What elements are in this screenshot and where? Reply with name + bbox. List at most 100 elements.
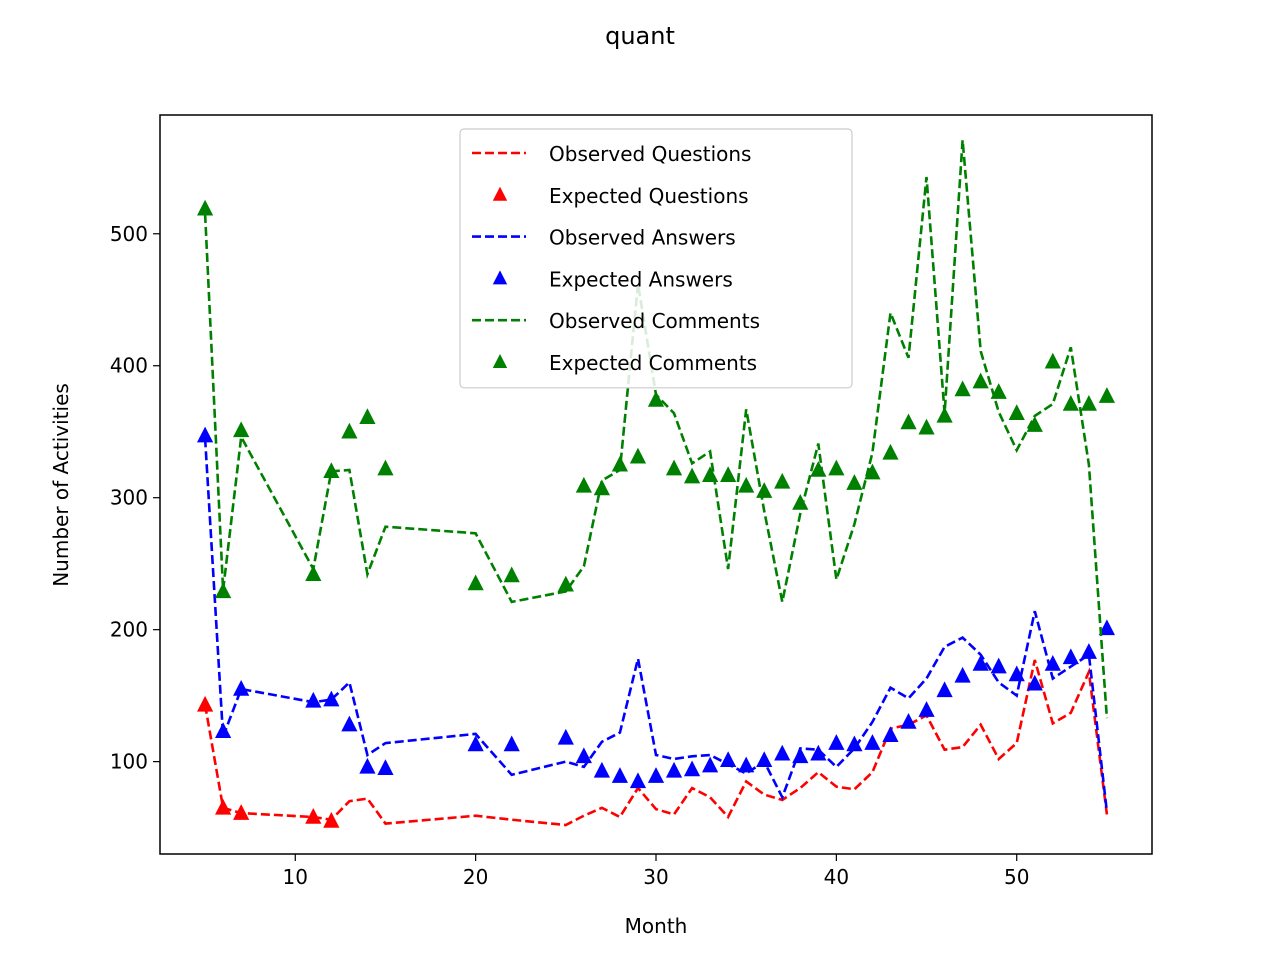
expected-comments-markers (196, 199, 1116, 599)
expected-questions-markers (196, 695, 340, 828)
expected-comments-point (557, 575, 574, 592)
expected-questions-point (215, 798, 232, 815)
expected-answers-legend-label: Expected Answers (549, 267, 733, 291)
observed-questions-legend-label: Observed Questions (549, 142, 751, 166)
expected-comments-point (1080, 395, 1097, 411)
expected-answers-point (900, 713, 917, 729)
y-tick-label: 400 (110, 354, 148, 378)
expected-answers-point (683, 760, 701, 777)
expected-answers-point (341, 715, 358, 732)
expected-answers-point (467, 735, 484, 752)
expected-comments-point (828, 459, 845, 476)
expected-answers-point (215, 722, 232, 739)
expected-answers-point (377, 759, 394, 775)
expected-questions-legend-label: Expected Questions (549, 184, 749, 208)
expected-comments-point (1026, 416, 1043, 432)
observed-comments-legend-label: Observed Comments (549, 309, 760, 333)
expected-comments-point (611, 455, 629, 472)
expected-comments-point (936, 406, 953, 423)
expected-answers-point (557, 728, 574, 745)
expected-comments-point (341, 422, 358, 439)
expected-answers-point (575, 747, 592, 764)
expected-comments-point (1008, 404, 1025, 420)
expected-comments-point (377, 459, 394, 476)
expected-answers-point (972, 654, 989, 671)
expected-answers-point (810, 744, 827, 761)
expected-answers-point (1008, 665, 1025, 682)
expected-comments-point (359, 408, 376, 424)
expected-answers-point (918, 701, 935, 717)
expected-questions-point (323, 812, 340, 828)
expected-answers-point (1098, 619, 1116, 636)
expected-comments-point (683, 467, 701, 484)
expected-comments-point (882, 443, 899, 460)
expected-answers-point (611, 767, 629, 783)
expected-answers-point (828, 734, 845, 750)
expected-answers-point (756, 751, 773, 768)
expected-comments-point (864, 463, 881, 480)
expected-comments-point (756, 482, 773, 498)
y-tick-label: 100 (110, 750, 148, 774)
expected-comments-point (774, 472, 791, 489)
x-tick-label: 20 (463, 865, 488, 889)
expected-answers-point (774, 744, 791, 761)
expected-answers-point (665, 761, 683, 778)
expected-answers-point (864, 734, 881, 750)
expected-comments-point (846, 474, 863, 490)
expected-answers-point (305, 691, 322, 708)
expected-comments-point (702, 466, 719, 483)
expected-answers-legend-swatch (492, 270, 508, 285)
expected-comments-point (233, 421, 250, 438)
x-tick-label: 30 (643, 865, 668, 889)
expected-comments-point (720, 466, 737, 483)
expected-comments-point (972, 372, 989, 389)
x-axis-label: Month (625, 914, 688, 938)
expected-answers-point (629, 772, 647, 789)
expected-answers-point (647, 767, 665, 783)
expected-answers-point (503, 735, 520, 752)
observed-comments-line (203, 139, 1109, 719)
expected-questions-point (305, 808, 322, 824)
expected-answers-point (720, 751, 737, 768)
expected-comments-point (990, 383, 1007, 399)
expected-comments-point (665, 459, 683, 476)
x-axis: 10 20 30 40 50 (283, 854, 1029, 889)
expected-comments-point (305, 565, 322, 581)
expected-answers-point (196, 426, 214, 443)
expected-answers-markers (196, 426, 1116, 789)
expected-comments-point (1062, 395, 1079, 411)
y-tick-label: 300 (110, 486, 148, 510)
observed-answers-line (203, 438, 1109, 812)
y-axis-label: Number of Activities (49, 383, 73, 587)
expected-answers-point (233, 680, 250, 696)
legend-box (459, 128, 853, 389)
expected-answers-point (1080, 643, 1097, 659)
expected-comments-legend-swatch (492, 354, 508, 368)
expected-questions-legend-swatch (492, 186, 508, 201)
expected-answers-point (323, 690, 340, 707)
expected-comments-point (503, 566, 520, 583)
y-tick-label: 200 (110, 618, 148, 642)
series-layer (196, 139, 1116, 828)
expected-answers-point (954, 666, 971, 683)
expected-comments-point (593, 479, 610, 496)
expected-comments-point (738, 476, 755, 493)
expected-answers-point (882, 726, 899, 742)
expected-comments-point (900, 413, 917, 430)
expected-answers-point (359, 757, 376, 774)
expected-comments-point (792, 493, 809, 510)
expected-comments-point (629, 447, 647, 464)
expected-comments-point (647, 391, 665, 407)
expected-answers-point (1044, 654, 1061, 671)
y-tick-label: 500 (110, 222, 148, 246)
expected-answers-point (936, 681, 953, 698)
expected-comments-point (1044, 352, 1061, 369)
expected-answers-point (738, 756, 755, 773)
observed-questions-line (203, 659, 1109, 827)
expected-comments-point (918, 418, 935, 435)
expected-questions-point (233, 804, 250, 820)
y-axis: 100 200 300 400 500 (110, 222, 160, 774)
expected-comments-point (810, 460, 827, 477)
expected-answers-point (990, 657, 1007, 674)
